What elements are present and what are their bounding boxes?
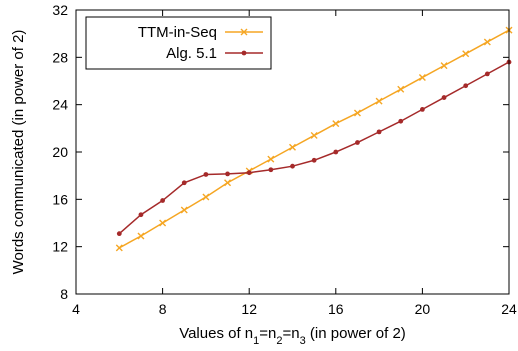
- series-layer: [115, 26, 513, 252]
- data-point: [376, 129, 382, 135]
- y-tick-label: 20: [52, 144, 68, 160]
- x-title-subscript: 2: [276, 335, 282, 347]
- y-axis-title: Words communicated (in power of 2): [10, 30, 27, 275]
- data-point: [115, 244, 123, 252]
- data-point: [484, 71, 490, 77]
- data-point: [440, 62, 448, 70]
- data-point: [268, 167, 274, 173]
- plot-frame: [75, 9, 510, 295]
- x-title-subscript: 3: [300, 335, 306, 347]
- data-point: [137, 232, 145, 240]
- data-point: [418, 73, 426, 81]
- data-point: [202, 193, 210, 201]
- x-tick-label: 20: [415, 301, 431, 317]
- legend-label: Alg. 5.1: [166, 45, 217, 62]
- data-point: [225, 171, 230, 177]
- legend-label: TTM-in-Seq: [138, 24, 217, 41]
- series-2: [116, 59, 512, 237]
- data-point: [159, 219, 167, 227]
- x-tick-label: 4: [72, 301, 80, 317]
- data-point: [138, 212, 144, 218]
- x-tick-label: 24: [501, 301, 517, 317]
- legend-box: [85, 16, 272, 70]
- data-point: [203, 172, 209, 177]
- data-point: [310, 131, 318, 139]
- y-tick-label: 8: [60, 286, 68, 302]
- data-point: [289, 143, 296, 151]
- data-point: [246, 170, 252, 176]
- data-point: [397, 85, 405, 93]
- x-tick-label: 8: [159, 301, 167, 317]
- x-title-text: (in power of 2): [306, 325, 406, 342]
- data-point: [420, 107, 425, 112]
- data-point: [116, 231, 122, 237]
- data-point: [160, 198, 166, 203]
- series-line: [118, 61, 510, 235]
- data-point: [181, 180, 187, 186]
- y-tick-label: 32: [52, 2, 68, 18]
- data-point: [375, 97, 383, 105]
- x-title-text: Values of n: [179, 325, 253, 342]
- data-point: [398, 118, 404, 124]
- y-tick-label: 16: [52, 191, 68, 207]
- data-point: [180, 206, 188, 214]
- x-title-text: =n: [259, 325, 276, 342]
- y-tick-label: 28: [52, 49, 68, 65]
- data-point: [483, 38, 491, 46]
- data-point: [267, 155, 275, 163]
- y-tick-label: 24: [52, 97, 68, 113]
- data-point: [224, 179, 232, 187]
- data-point: [462, 50, 470, 58]
- data-point: [441, 95, 447, 100]
- x-title-text: =n: [283, 325, 300, 342]
- legend: TTM-in-Seq Alg. 5.1: [85, 16, 272, 70]
- legend-marker: [240, 28, 248, 36]
- data-point: [333, 149, 339, 155]
- x-tick-label: 12: [241, 301, 257, 317]
- x-axis-title: Values of n1=n2=n3 (in power of 2): [179, 325, 406, 347]
- data-point: [355, 140, 360, 145]
- x-tick-label: 16: [328, 301, 344, 317]
- legend-marker: [241, 50, 247, 56]
- data-point: [332, 120, 340, 128]
- data-point: [463, 83, 469, 89]
- data-point: [353, 109, 361, 117]
- series-1: [115, 26, 513, 252]
- data-point: [290, 163, 295, 169]
- data-point: [311, 157, 317, 163]
- y-tick-label: 12: [52, 239, 68, 255]
- x-title-subscript: 1: [253, 335, 259, 347]
